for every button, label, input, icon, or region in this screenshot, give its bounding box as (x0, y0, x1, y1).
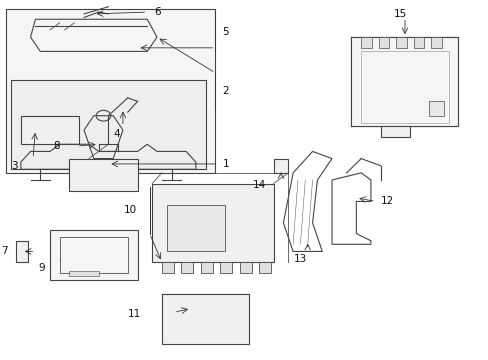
Bar (60, 237, 127, 273)
Text: 4: 4 (113, 129, 120, 139)
Bar (181, 262, 193, 273)
Bar (361, 37, 371, 48)
Text: 7: 7 (1, 247, 8, 256)
Text: 5: 5 (222, 27, 229, 37)
Text: 6: 6 (154, 7, 161, 17)
Bar (413, 37, 424, 48)
Bar (201, 262, 212, 273)
Text: 13: 13 (293, 253, 306, 264)
Text: 14: 14 (253, 180, 266, 190)
Bar (428, 102, 443, 116)
Bar (430, 37, 441, 48)
Bar (162, 294, 249, 344)
Bar (162, 262, 174, 273)
Bar (361, 51, 448, 123)
Bar (21, 116, 79, 144)
Text: 15: 15 (393, 9, 406, 19)
Bar (50, 230, 137, 280)
Bar (166, 205, 224, 251)
Bar (378, 37, 388, 48)
Text: 11: 11 (128, 309, 141, 319)
Bar (16, 241, 28, 262)
Bar (152, 184, 273, 262)
Bar (220, 262, 232, 273)
Bar (273, 158, 287, 173)
Bar (395, 37, 406, 48)
Text: 9: 9 (39, 262, 45, 273)
Text: 12: 12 (380, 197, 393, 206)
Text: 2: 2 (222, 86, 229, 96)
Bar (380, 126, 409, 137)
Text: 10: 10 (123, 205, 136, 215)
Bar (351, 37, 458, 126)
Text: 3: 3 (11, 161, 18, 171)
Text: 8: 8 (53, 141, 60, 151)
Bar (69, 158, 137, 191)
Bar (69, 271, 99, 276)
Text: 1: 1 (222, 159, 229, 169)
Bar (259, 262, 271, 273)
Bar (239, 262, 251, 273)
Bar (11, 80, 205, 169)
Bar (6, 9, 215, 173)
